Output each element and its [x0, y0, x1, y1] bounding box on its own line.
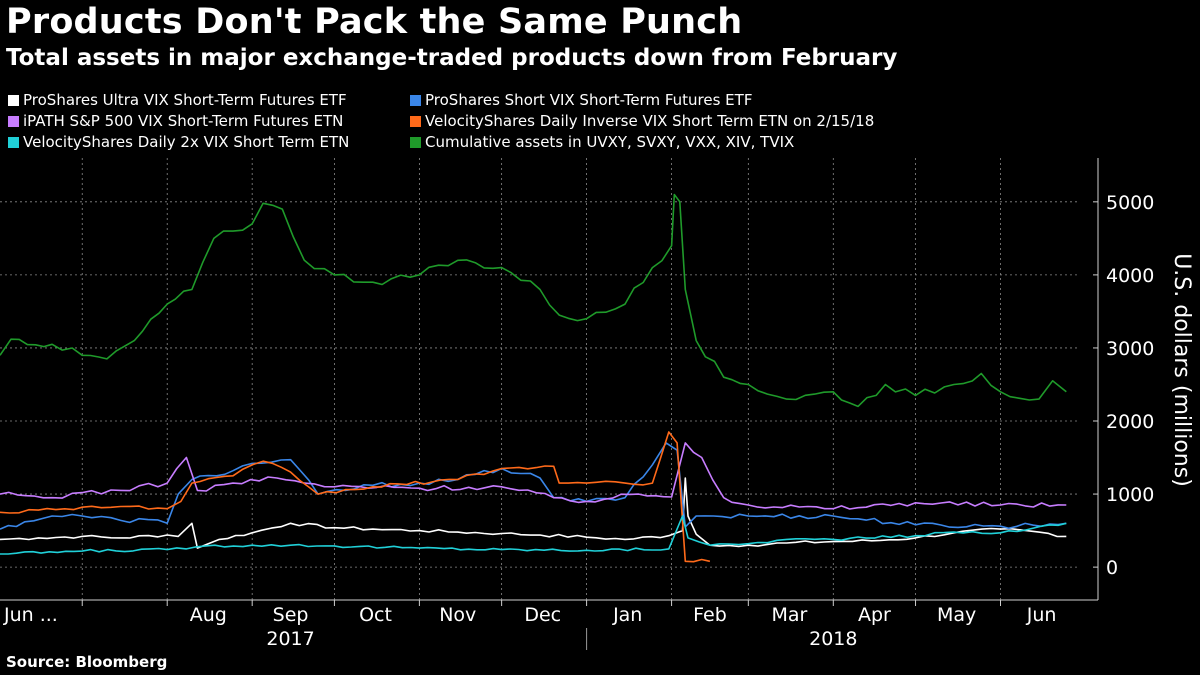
x-tick-label: Feb — [693, 604, 727, 626]
y-tick-label: 1000 — [1106, 484, 1154, 506]
legend-swatch-tvix — [8, 137, 19, 148]
legend-swatch-xiv — [410, 116, 421, 127]
year-label: 2017 — [266, 628, 314, 650]
legend-label-tvix: VelocityShares Daily 2x VIX Short Term E… — [23, 133, 350, 151]
chart-legend: ProShares Ultra VIX Short-Term Futures E… — [8, 91, 1008, 157]
y-tick-label: 3000 — [1106, 338, 1154, 360]
source-note: Source: Bloomberg — [6, 653, 168, 671]
series-line — [0, 477, 1067, 549]
y-axis-label: U.S. dollars (millions) — [1169, 253, 1194, 487]
x-tick-label: Aug — [190, 604, 227, 626]
legend-item-vxx: iPATH S&P 500 VIX Short-Term Futures ETN — [8, 112, 343, 130]
legend-label-xiv: VelocityShares Daily Inverse VIX Short T… — [425, 112, 875, 130]
x-tick-label: Oct — [359, 604, 392, 626]
legend-item-uvxy: ProShares Ultra VIX Short-Term Futures E… — [8, 91, 347, 109]
legend-item-xiv: VelocityShares Daily Inverse VIX Short T… — [410, 112, 874, 130]
series-line — [0, 431, 711, 563]
x-tick-label: Sep — [273, 604, 309, 626]
x-tick-label: Jan — [612, 604, 642, 626]
legend-label-svxy: ProShares Short VIX Short-Term Futures E… — [425, 91, 753, 109]
series-line — [0, 515, 1067, 555]
y-tick-label: 5000 — [1106, 192, 1154, 214]
x-tick-label: Mar — [772, 604, 808, 626]
y-tick-label: 0 — [1106, 557, 1118, 579]
x-tick-label: Jun ... — [3, 604, 58, 626]
year-label: 2018 — [809, 628, 857, 650]
series-line — [0, 442, 1067, 510]
y-tick-label: 4000 — [1106, 265, 1154, 287]
y-tick-label: 2000 — [1106, 411, 1154, 433]
x-tick-label: Apr — [858, 604, 891, 626]
legend-item-tvix: VelocityShares Daily 2x VIX Short Term E… — [8, 133, 349, 151]
legend-label-cumulative: Cumulative assets in UVXY, SVXY, VXX, XI… — [425, 133, 795, 151]
legend-item-svxy: ProShares Short VIX Short-Term Futures E… — [410, 91, 752, 109]
legend-label-uvxy: ProShares Ultra VIX Short-Term Futures E… — [23, 91, 347, 109]
chart-title: Products Don't Pack the Same Punch — [6, 2, 743, 42]
x-tick-label: May — [937, 604, 976, 626]
x-tick-label: Jun — [1026, 604, 1057, 626]
x-tick-label: Dec — [524, 604, 561, 626]
chart-subtitle: Total assets in major exchange-traded pr… — [6, 45, 898, 71]
legend-label-vxx: iPATH S&P 500 VIX Short-Term Futures ETN — [23, 112, 344, 130]
x-tick-label: Nov — [439, 604, 476, 626]
legend-swatch-svxy — [410, 95, 421, 106]
legend-item-cumulative: Cumulative assets in UVXY, SVXY, VXX, XI… — [410, 133, 794, 151]
legend-swatch-cumulative — [410, 137, 421, 148]
legend-swatch-uvxy — [8, 95, 19, 106]
legend-swatch-vxx — [8, 116, 19, 127]
series-line — [0, 193, 1067, 408]
